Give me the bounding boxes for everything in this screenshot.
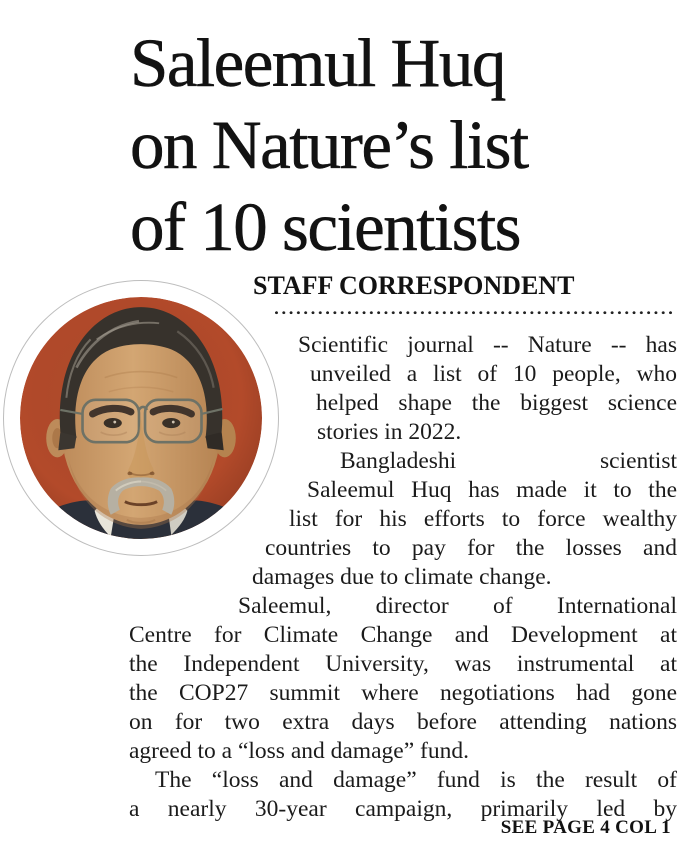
headline: Saleemul Huq on Nature’s list of 10 scient… (130, 22, 530, 268)
headline-line: Saleemul Huq (130, 25, 507, 102)
continuation-note: SEE PAGE 4 COL 1 (500, 817, 671, 838)
body-line: on for two extra days before attending n… (129, 709, 677, 735)
body-line: The “loss and damage” fund is the result… (155, 767, 677, 793)
body-line: unveiled a list of 10 people, who (310, 361, 677, 387)
body-text: Scientific journal -- Nature -- has unvei… (129, 331, 677, 824)
body-line: Centre for Climate Change and Developmen… (129, 622, 677, 648)
body-line: Saleemul Huq has made it to the (307, 477, 677, 503)
eyebrows (89, 404, 135, 418)
headline-line: on Nature’s list (130, 107, 530, 184)
mustache (107, 477, 175, 515)
body-line: damages due to climate change. (252, 564, 552, 590)
body-line: Bangladeshi scientist (340, 448, 677, 474)
body-line: the Independent University, was instrume… (129, 651, 677, 677)
body-line: countries to pay for the losses and (265, 535, 677, 561)
body-line: stories in 2022. (317, 419, 462, 445)
body-line: the COP27 summit where negotiations had … (129, 680, 677, 706)
headline-line: of 10 scientists (130, 189, 522, 266)
body-line: a nearly 30-year campaign, primarily led… (129, 796, 677, 822)
nose (127, 415, 155, 480)
body-line: agreed to a “loss and damage” fund. (129, 738, 469, 764)
body-line: helped shape the biggest science (316, 390, 677, 416)
dotted-rule (275, 311, 673, 315)
body-line: Saleemul, director of International (238, 593, 677, 619)
eyes (103, 418, 122, 429)
mouth (124, 500, 158, 507)
byline: STAFF CORRESPONDENT (253, 271, 575, 300)
body-line: Scientific journal -- Nature -- has (298, 332, 677, 358)
glasses (60, 398, 223, 444)
portrait-photo-frame (3, 280, 279, 556)
body-line: list for his efforts to force wealthy (289, 506, 677, 532)
